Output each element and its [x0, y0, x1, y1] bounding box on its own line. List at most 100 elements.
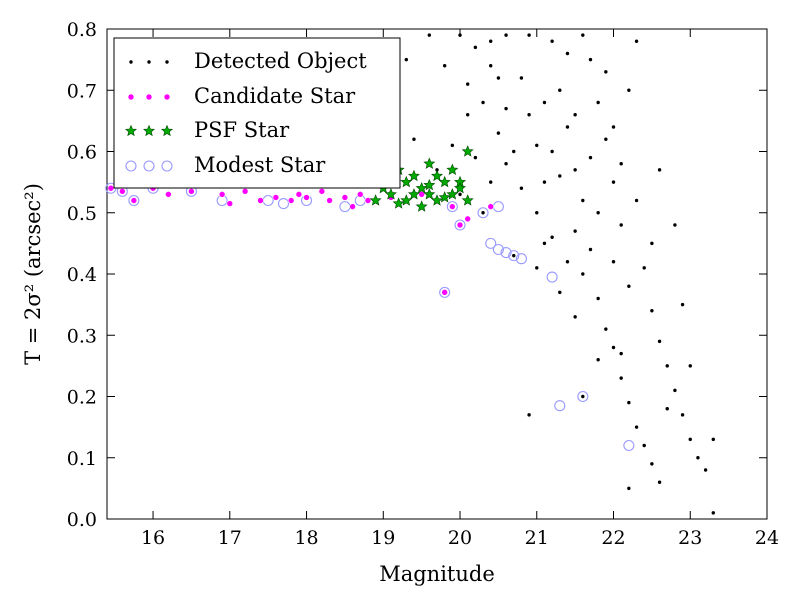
- candidate-star-point: [188, 188, 195, 195]
- detected-object-point: [650, 309, 654, 313]
- detected-object-point: [673, 223, 677, 227]
- detected-object-point: [473, 45, 478, 50]
- detected-object-point: [657, 339, 662, 344]
- candidate-star-point: [456, 221, 464, 229]
- modest-star-point: [577, 390, 589, 403]
- candidate-star-point: [349, 203, 356, 210]
- psf-star-point: [446, 163, 459, 175]
- detected-object-point: [512, 149, 516, 154]
- modest-star-point: [446, 201, 458, 213]
- detected-object-point: [489, 64, 493, 68]
- psf-star-point: [446, 188, 459, 200]
- candidate-star-point: [464, 215, 471, 223]
- detected-object-point: [619, 223, 623, 227]
- candidate-star-point: [318, 188, 326, 195]
- legend-marker-psf: [143, 124, 155, 137]
- candidate-star-point: [303, 194, 310, 201]
- detected-object-point: [450, 143, 455, 148]
- modest-star-point: [515, 253, 527, 265]
- modest-star-point: [492, 201, 504, 213]
- detected-object-point: [565, 260, 570, 264]
- candidate-star-point: [218, 191, 226, 198]
- detected-object-point: [611, 180, 616, 184]
- detected-object-point: [688, 364, 692, 368]
- modest-star-point: [623, 439, 635, 452]
- legend-marker-candidate: [127, 93, 135, 101]
- detected-object-point: [573, 315, 577, 319]
- detected-object-point: [611, 260, 616, 264]
- legend-marker-modest: [161, 160, 173, 172]
- detected-object-point: [504, 162, 508, 166]
- detected-object-point: [535, 143, 539, 148]
- legend-marker-detected: [165, 60, 169, 64]
- detected-object-point: [680, 413, 685, 417]
- detected-object-point: [442, 64, 447, 68]
- detected-object-point: [535, 266, 539, 270]
- x-axis-label: Magnitude: [379, 562, 495, 586]
- detected-object-point: [634, 198, 639, 203]
- detected-object-point: [665, 364, 669, 368]
- x-tick-label: 17: [218, 527, 242, 549]
- x-tick-label: 18: [294, 527, 318, 549]
- modest-star-point: [339, 201, 351, 213]
- detected-object-point: [527, 33, 531, 37]
- y-tick-label: 0.3: [67, 325, 97, 347]
- y-tick-label: 0.0: [67, 509, 97, 531]
- legend-label-psf: PSF Star: [194, 118, 290, 142]
- y-tick-label: 0.7: [67, 80, 97, 102]
- detected-object-point: [634, 39, 639, 43]
- psf-star-point: [400, 194, 413, 206]
- psf-star-point: [384, 188, 397, 200]
- candidate-star-point: [107, 184, 115, 192]
- detected-object-point: [465, 82, 470, 86]
- detected-object-point: [657, 480, 662, 484]
- detected-object-point: [535, 211, 539, 215]
- detected-object-point: [696, 456, 700, 460]
- detected-object-point: [711, 437, 715, 442]
- detected-object-point: [496, 131, 501, 135]
- detected-object-point: [619, 351, 623, 356]
- detected-object-point: [711, 511, 715, 515]
- detected-object-point: [427, 33, 432, 37]
- detected-object-point: [458, 192, 462, 197]
- detected-object-point: [542, 100, 547, 105]
- candidate-star-point: [326, 197, 333, 204]
- detected-object-point: [581, 33, 585, 37]
- detected-object-point: [650, 462, 654, 466]
- candidate-star-point: [257, 197, 264, 204]
- legend-label-modest: Modest Star: [194, 153, 326, 177]
- x-tick-label: 22: [601, 527, 625, 549]
- psf-star-point: [408, 188, 420, 200]
- detected-object-point: [458, 33, 462, 37]
- detected-object-point: [619, 162, 623, 166]
- legend-markers: [125, 60, 173, 172]
- psf-star-point: [431, 169, 443, 182]
- detected-object-point: [650, 241, 654, 246]
- detected-object-point: [542, 241, 547, 246]
- detected-object-point: [519, 76, 524, 80]
- detected-object-point: [627, 88, 631, 92]
- detected-object-point: [404, 57, 409, 62]
- detected-object-point: [680, 302, 685, 307]
- detected-object-point: [581, 272, 585, 276]
- candidate-star-point: [341, 194, 349, 201]
- detected-object-point: [558, 290, 562, 295]
- detected-object-point: [596, 211, 600, 215]
- detected-object-point: [542, 180, 547, 184]
- legend-label-detected: Detected Object: [194, 49, 367, 73]
- detected-object-point: [550, 149, 554, 154]
- psf-star-point: [438, 175, 451, 188]
- detected-object-point: [642, 266, 646, 270]
- detected-object-point: [588, 247, 593, 252]
- detected-object-point: [573, 168, 577, 172]
- legend-marker-detected: [147, 60, 151, 64]
- detected-object-point: [550, 235, 554, 239]
- detected-object-point: [596, 100, 600, 105]
- modest-star-point: [492, 243, 504, 256]
- y-tick-label: 0.2: [67, 387, 97, 409]
- detected-object-point: [489, 39, 493, 43]
- psf-star-point: [408, 169, 420, 182]
- detected-object-point: [688, 437, 692, 442]
- x-tick-label: 16: [141, 527, 165, 549]
